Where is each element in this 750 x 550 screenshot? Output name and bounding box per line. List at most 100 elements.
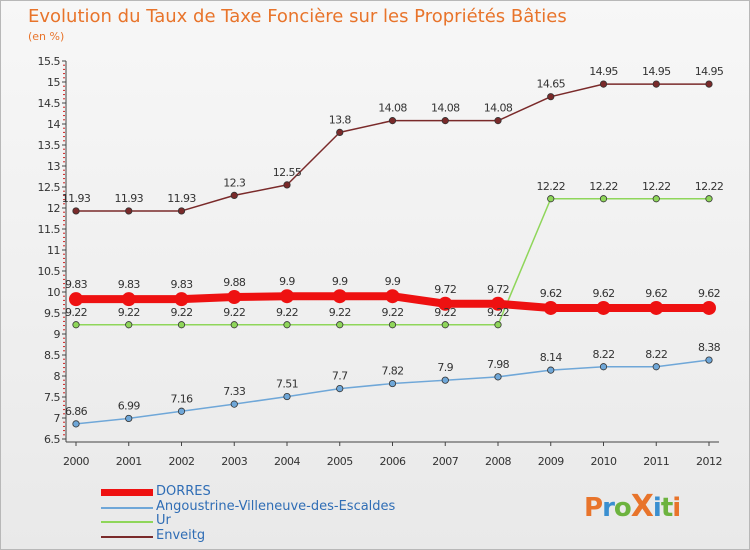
- legend-item: Angoustrine-Villeneuve-des-Escaldes: [101, 498, 461, 514]
- data-label-ur: 12.22: [695, 180, 724, 193]
- data-label-ur: 12.22: [537, 180, 566, 193]
- x-tick-label: 2004: [274, 455, 300, 468]
- x-tick-label: 2006: [380, 455, 406, 468]
- data-label-angoustrine-villeneuve-des-escaldes: 7.51: [276, 378, 298, 391]
- logo-letter: t: [660, 493, 673, 523]
- data-point-dorres: [491, 296, 505, 311]
- x-tick-label: 2010: [591, 455, 617, 468]
- y-tick-label: 11.5: [38, 223, 61, 236]
- x-tick-label: 2003: [221, 455, 247, 468]
- data-label-angoustrine-villeneuve-des-escaldes: 6.86: [65, 405, 88, 418]
- data-label-enveitg: 14.95: [642, 65, 671, 78]
- data-label-ur: 9.22: [65, 306, 87, 319]
- legend-label: Angoustrine-Villeneuve-des-Escaldes: [156, 498, 396, 514]
- data-point-ur: [283, 321, 291, 329]
- data-label-ur: 9.22: [118, 306, 140, 319]
- data-point-enveitg: [652, 80, 660, 88]
- data-point-angoustrine-villeneuve-des-escaldes: [336, 384, 344, 393]
- data-point-dorres: [649, 300, 664, 315]
- data-point-angoustrine-villeneuve-des-escaldes: [388, 379, 397, 388]
- data-label-dorres: 9.72: [434, 283, 456, 296]
- data-point-dorres: [332, 289, 347, 304]
- data-point-angoustrine-villeneuve-des-escaldes: [177, 407, 186, 415]
- legend-swatch: [101, 521, 153, 523]
- legend-item: Enveitg: [101, 527, 461, 543]
- data-point-enveitg: [705, 80, 713, 88]
- data-label-ur: 12.22: [589, 180, 618, 193]
- data-label-dorres: 9.9: [332, 275, 348, 288]
- data-point-ur: [72, 321, 80, 329]
- chart-series: [69, 80, 716, 428]
- y-tick-label: 14.5: [38, 97, 61, 110]
- y-tick-label: 14: [47, 118, 60, 131]
- y-tick-label: 11: [47, 244, 60, 257]
- data-label-dorres: 9.83: [65, 278, 88, 291]
- data-point-dorres: [543, 300, 558, 315]
- data-point-dorres: [69, 292, 83, 307]
- logo-letter: X: [630, 489, 654, 524]
- data-label-ur: 9.22: [170, 306, 192, 319]
- x-tick-label: 2011: [643, 455, 669, 468]
- y-tick-label: 13: [47, 160, 60, 173]
- y-tick-label: 8: [54, 370, 61, 383]
- legend-item: Ur: [101, 513, 461, 528]
- data-point-enveitg: [388, 117, 397, 125]
- x-tick-label: 2000: [63, 455, 89, 468]
- data-label-angoustrine-villeneuve-des-escaldes: 8.14: [540, 351, 563, 364]
- legend-swatch: [101, 489, 153, 496]
- data-point-enveitg: [177, 207, 186, 215]
- data-label-dorres: 9.83: [118, 278, 141, 291]
- data-point-enveitg: [72, 207, 80, 215]
- data-label-enveitg: 12.3: [223, 176, 246, 189]
- data-label-ur: 9.22: [381, 306, 403, 319]
- y-tick-label: 7: [54, 412, 61, 425]
- y-tick-label: 10: [47, 286, 60, 299]
- data-label-ur: 9.22: [434, 306, 456, 319]
- legend-swatch: [101, 506, 153, 509]
- data-label-dorres: 9.62: [592, 287, 614, 300]
- data-label-angoustrine-villeneuve-des-escaldes: 7.9: [437, 361, 453, 374]
- data-point-ur: [177, 321, 186, 329]
- data-label-ur: 9.22: [487, 306, 509, 319]
- data-label-enveitg: 13.8: [329, 113, 352, 126]
- data-label-enveitg: 12.55: [273, 166, 302, 179]
- data-point-ur: [230, 321, 238, 329]
- data-label-enveitg: 14.08: [378, 102, 407, 115]
- data-label-angoustrine-villeneuve-des-escaldes: 8.38: [698, 341, 721, 354]
- data-point-dorres: [227, 290, 242, 305]
- chart-subtitle: (en %): [28, 30, 65, 43]
- y-tick-label: 9.5: [44, 307, 60, 320]
- data-label-angoustrine-villeneuve-des-escaldes: 7.98: [487, 358, 510, 371]
- data-point-ur: [125, 321, 133, 329]
- data-label-enveitg: 11.93: [62, 192, 91, 205]
- data-label-enveitg: 14.95: [589, 65, 618, 78]
- y-tick-label: 9: [54, 328, 61, 341]
- y-tick-label: 13.5: [38, 139, 61, 152]
- data-label-dorres: 9.62: [698, 287, 720, 300]
- proxiti-logo: ProXiti: [584, 489, 681, 524]
- data-point-angoustrine-villeneuve-des-escaldes: [283, 392, 291, 401]
- chart-title: Evolution du Taux de Taxe Foncière sur l…: [28, 6, 567, 27]
- data-point-dorres: [280, 289, 294, 304]
- data-label-angoustrine-villeneuve-des-escaldes: 8.22: [645, 348, 667, 361]
- legend-label: Enveitg: [156, 527, 206, 543]
- legend-swatch: [101, 535, 153, 538]
- data-point-dorres: [596, 300, 611, 315]
- y-tick-label: 12: [47, 202, 60, 215]
- data-point-ur: [494, 321, 502, 329]
- logo-letter: i: [672, 493, 681, 523]
- data-point-enveitg: [494, 117, 502, 125]
- data-label-angoustrine-villeneuve-des-escaldes: 7.33: [223, 385, 246, 398]
- x-tick-label: 2007: [432, 455, 458, 468]
- data-point-angoustrine-villeneuve-des-escaldes: [652, 363, 660, 371]
- data-point-angoustrine-villeneuve-des-escaldes: [441, 376, 449, 384]
- x-tick-label: 2002: [169, 455, 195, 468]
- data-label-enveitg: 11.93: [167, 192, 196, 205]
- data-point-ur: [652, 195, 660, 203]
- data-point-ur: [599, 195, 608, 203]
- data-label-enveitg: 11.93: [115, 192, 144, 205]
- data-point-angoustrine-villeneuve-des-escaldes: [599, 363, 608, 371]
- data-point-ur: [705, 195, 713, 203]
- data-point-angoustrine-villeneuve-des-escaldes: [72, 420, 80, 428]
